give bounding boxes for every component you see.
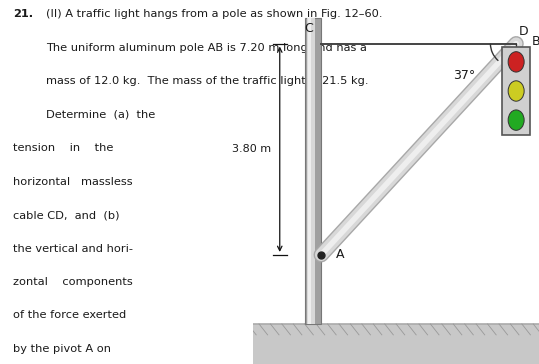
Text: cable CD,  and  (b): cable CD, and (b) — [13, 210, 120, 220]
Text: by the pivot A on: by the pivot A on — [13, 344, 112, 354]
Text: B: B — [532, 35, 539, 48]
Text: C: C — [304, 21, 313, 35]
Text: of the force exerted: of the force exerted — [13, 310, 127, 320]
Text: Determine  (a)  the: Determine (a) the — [46, 110, 155, 119]
Text: A: A — [335, 248, 344, 261]
Text: 3.80 m: 3.80 m — [232, 144, 271, 154]
Text: 37°: 37° — [453, 69, 475, 82]
Bar — [253, 324, 539, 364]
Bar — [307, 18, 315, 324]
Bar — [306, 18, 321, 324]
Circle shape — [508, 110, 524, 130]
Text: mass of 12.0 kg.  The mass of the traffic light is 21.5 kg.: mass of 12.0 kg. The mass of the traffic… — [46, 76, 368, 86]
Text: 21.: 21. — [13, 9, 33, 19]
Circle shape — [508, 81, 524, 101]
Text: zontal    components: zontal components — [13, 277, 133, 287]
Text: horizontal   massless: horizontal massless — [13, 177, 133, 186]
Text: tension    in    the: tension in the — [13, 143, 114, 153]
Bar — [502, 47, 530, 135]
Text: D: D — [519, 25, 529, 38]
Text: the vertical and hori-: the vertical and hori- — [13, 244, 134, 253]
Bar — [308, 18, 311, 324]
Text: (II) A traffic light hangs from a pole as shown in Fig. 12–60.: (II) A traffic light hangs from a pole a… — [46, 9, 382, 19]
Text: The uniform aluminum pole AB is 7.20 m long and has a: The uniform aluminum pole AB is 7.20 m l… — [46, 43, 367, 52]
Circle shape — [508, 52, 524, 72]
